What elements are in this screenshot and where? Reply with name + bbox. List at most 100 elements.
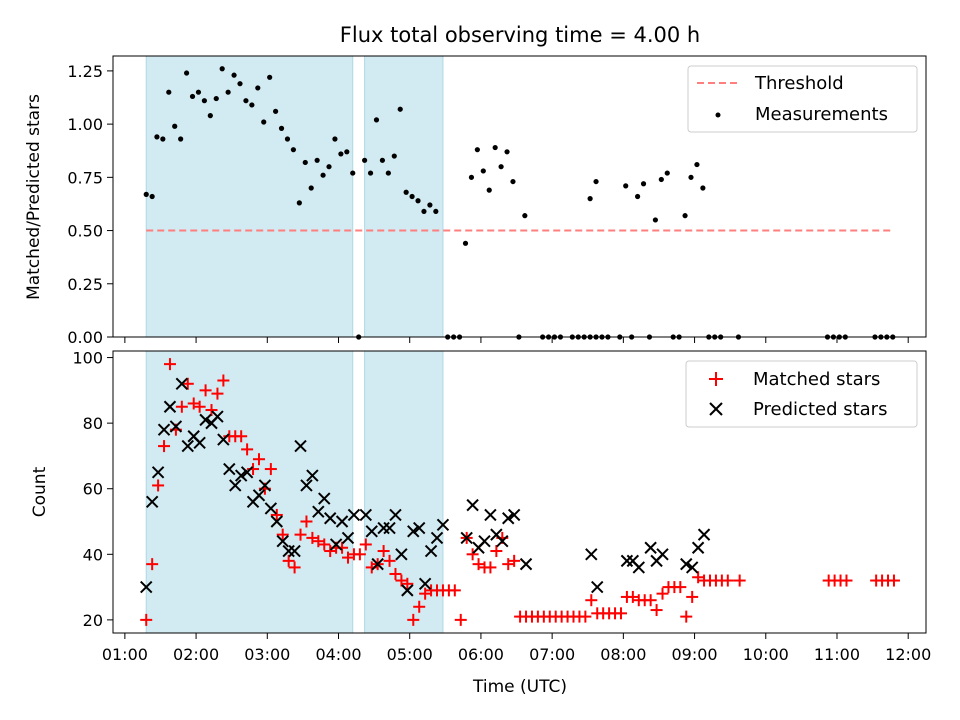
matched-star-point — [579, 610, 592, 623]
measurement-point — [623, 183, 629, 189]
measurement-point — [522, 213, 528, 219]
measurement-point — [652, 217, 658, 223]
matched-star-point — [353, 548, 366, 561]
matched-star-point — [276, 528, 289, 541]
measurement-point — [587, 196, 593, 202]
predicted-star-point — [585, 548, 598, 561]
predicted-star-point — [347, 508, 361, 522]
bottom-y-tick-label: 80 — [83, 414, 103, 433]
predicted-star-point — [395, 548, 408, 561]
predicted-star-point — [424, 544, 438, 558]
measurement-point — [278, 125, 285, 131]
matched-star-point — [454, 613, 467, 626]
predicted-star-point — [223, 462, 236, 476]
matched-star-point — [466, 548, 479, 561]
predicted-star-point — [632, 561, 645, 574]
x-tick-label: 08:00 — [600, 645, 646, 664]
x-tick-label: 01:00 — [102, 645, 148, 664]
x-tick-label: 03:00 — [244, 645, 290, 664]
predicted-star-point — [217, 433, 230, 446]
predicted-star-point — [258, 479, 272, 492]
measurement-point — [367, 170, 374, 176]
predicted-star-point — [151, 466, 165, 479]
measurement-point — [183, 70, 190, 76]
measurement-point — [504, 149, 510, 155]
predicted-star-point — [181, 439, 194, 453]
bottom-legend: Matched stars Predicted stars — [685, 360, 918, 428]
predicted-star-point — [312, 505, 325, 518]
measurement-point — [480, 168, 486, 174]
top-panel: 0.00 0.25 0.50 0.75 1.00 1.25 Matched/Predict… — [24, 55, 927, 347]
predicted-star-point — [507, 508, 521, 522]
predicted-star-point — [478, 534, 491, 548]
top-legend-box — [687, 65, 918, 133]
measurement-point — [332, 136, 338, 142]
top-y-tick-label: 0.50 — [67, 222, 103, 241]
top-axes-frame — [112, 55, 927, 338]
predicted-star-point — [401, 584, 414, 597]
matched-star-point — [448, 584, 461, 597]
legend-matched-swatch — [709, 372, 723, 386]
matched-star-point — [211, 387, 224, 400]
predicted-star-point — [270, 515, 283, 528]
measurement-point — [178, 136, 184, 142]
x-tick-label: 04:00 — [315, 645, 361, 664]
measurement-point — [373, 117, 380, 123]
measurement-point — [308, 185, 314, 191]
matched-star-point — [294, 528, 307, 541]
matched-star-point — [163, 358, 176, 371]
matched-star-point — [674, 581, 687, 594]
measurement-point — [154, 134, 160, 140]
predicted-star-point — [276, 534, 289, 548]
measurement-point — [379, 157, 386, 163]
matched-star-point — [389, 567, 402, 580]
measurement-point — [143, 191, 149, 197]
predicted-star-point — [175, 377, 189, 390]
matched-star-point — [205, 404, 218, 417]
measurement-point — [498, 164, 504, 170]
predicted-star-point — [341, 531, 355, 545]
legend-measurements-label: Measurements — [755, 104, 888, 125]
measurement-point — [421, 208, 427, 215]
measurement-point — [700, 185, 706, 191]
matched-star-point — [318, 538, 331, 551]
top-y-tick-label: 1.00 — [67, 115, 103, 134]
measurement-point — [474, 147, 480, 153]
top-y-ticks: 0.00 0.25 0.50 0.75 1.00 1.25 — [67, 62, 113, 347]
measurement-point — [237, 81, 243, 87]
predicted-star-point — [240, 466, 254, 479]
measurement-point — [284, 136, 291, 142]
predicted-star-point — [323, 512, 337, 525]
predicted-star-point — [306, 469, 319, 482]
matched-star-point — [158, 440, 171, 453]
matched-star-point — [383, 554, 396, 567]
matched-star-point — [241, 443, 254, 456]
measurement-point — [510, 178, 516, 185]
predicted-star-point — [199, 413, 212, 427]
matched-star-point — [490, 545, 503, 558]
matched-star-point — [152, 479, 165, 492]
top-y-tick-label: 0.25 — [67, 275, 103, 294]
x-tick-label: 10:00 — [743, 645, 789, 664]
predicted-star-point — [620, 554, 634, 568]
predicted-star-point — [359, 508, 373, 522]
matched-star-point — [680, 610, 693, 623]
predicted-star-point — [371, 557, 384, 571]
measurement-point — [462, 240, 469, 246]
predicted-star-point — [389, 508, 402, 522]
matched-star-point — [508, 554, 521, 567]
predicted-star-point — [407, 525, 420, 538]
x-tick-label: 09:00 — [672, 645, 718, 664]
predicted-star-point — [418, 577, 432, 591]
bottom-legend-box — [685, 360, 918, 428]
bottom-panel: 20 40 60 80 100 01:00 02:00 03:00 04:00 05:00 06:… — [30, 349, 931, 697]
matched-star-point — [644, 594, 657, 607]
measurement-point — [640, 181, 647, 187]
measurement-point — [486, 187, 492, 193]
measurement-point — [225, 89, 231, 95]
chart-title: Flux total observing time = 4.00 h — [340, 23, 700, 47]
predicted-stars-points — [140, 377, 711, 597]
measurement-point — [231, 72, 237, 78]
measurement-point — [397, 106, 403, 112]
matched-star-point — [407, 613, 420, 626]
